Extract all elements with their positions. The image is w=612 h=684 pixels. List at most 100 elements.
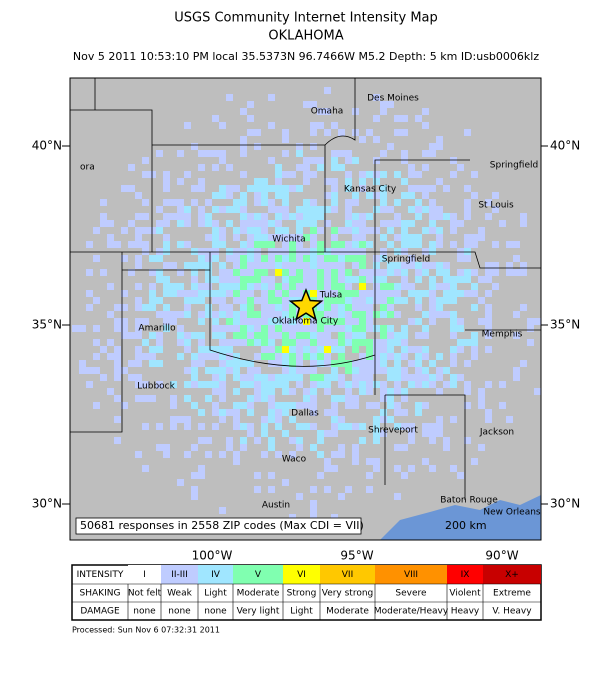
intensity-cell (163, 178, 170, 185)
intensity-cell (289, 353, 296, 360)
intensity-cell (282, 276, 289, 283)
intensity-cell (352, 395, 359, 402)
legend-cell: V. Heavy (492, 607, 532, 617)
intensity-cell (254, 381, 261, 388)
intensity-cell (359, 220, 366, 227)
intensity-cell (226, 318, 233, 325)
intensity-cell (247, 101, 254, 108)
intensity-cell (317, 353, 324, 360)
intensity-cell (226, 164, 233, 171)
intensity-cell (310, 500, 317, 507)
intensity-cell (184, 213, 191, 220)
intensity-cell (282, 318, 289, 325)
intensity-cell (219, 290, 226, 297)
intensity-cell (254, 255, 261, 262)
intensity-cell (226, 269, 233, 276)
city-label: Wichita (272, 235, 305, 245)
intensity-cell (170, 311, 177, 318)
intensity-cell (289, 332, 296, 339)
intensity-cell (324, 304, 331, 311)
intensity-cell (422, 227, 429, 234)
intensity-cell (275, 374, 282, 381)
intensity-cell (247, 213, 254, 220)
intensity-cell (268, 304, 275, 311)
city-label: St Louis (478, 201, 514, 211)
intensity-cell (366, 227, 373, 234)
intensity-cell (219, 325, 226, 332)
intensity-cell (177, 150, 184, 157)
intensity-cell (485, 311, 492, 318)
intensity-cell (457, 318, 464, 325)
intensity-cell (198, 472, 205, 479)
intensity-cell (373, 171, 380, 178)
intensity-cell (310, 269, 317, 276)
intensity-cell (436, 297, 443, 304)
intensity-cell (373, 297, 380, 304)
row-label: INTENSITY (77, 570, 124, 580)
intensity-cell (352, 255, 359, 262)
intensity-cell (352, 227, 359, 234)
intensity-cell (303, 276, 310, 283)
intensity-cell (310, 507, 317, 514)
intensity-cell (233, 367, 240, 374)
intensity-cell (317, 360, 324, 367)
intensity-cell (422, 262, 429, 269)
intensity-cell (331, 325, 338, 332)
intensity-cell (247, 290, 254, 297)
intensity-cell (436, 227, 443, 234)
lat-label: 40°N (32, 139, 62, 153)
intensity-cell (310, 402, 317, 409)
intensity-cell (450, 416, 457, 423)
intensity-cell (240, 108, 247, 115)
intensity-cell (450, 276, 457, 283)
intensity-cell (240, 290, 247, 297)
intensity-cell (380, 367, 387, 374)
intensity-cell (359, 332, 366, 339)
intensity-cell (93, 297, 100, 304)
intensity-cell (135, 234, 142, 241)
intensity-cell (142, 381, 149, 388)
intensity-cell (310, 360, 317, 367)
intensity-cell (233, 416, 240, 423)
intensity-cell (100, 199, 107, 206)
legend-cell: VI (297, 570, 306, 580)
intensity-cell (254, 234, 261, 241)
intensity-cell (219, 234, 226, 241)
intensity-cell (142, 423, 149, 430)
intensity-cell (219, 353, 226, 360)
intensity-cell (310, 143, 317, 150)
intensity-cell (212, 367, 219, 374)
intensity-cell (394, 311, 401, 318)
intensity-cell (261, 388, 268, 395)
intensity-cell (240, 325, 247, 332)
intensity-cell (254, 262, 261, 269)
intensity-cell (527, 339, 534, 346)
intensity-cell (205, 220, 212, 227)
intensity-cell (184, 290, 191, 297)
intensity-cell (282, 199, 289, 206)
intensity-cell (408, 185, 415, 192)
intensity-cell (268, 388, 275, 395)
intensity-cell (443, 185, 450, 192)
intensity-cell (289, 290, 296, 297)
intensity-cell (317, 241, 324, 248)
intensity-cell (205, 150, 212, 157)
intensity-cell (408, 220, 415, 227)
intensity-cell (387, 297, 394, 304)
intensity-cell (415, 171, 422, 178)
intensity-cell (387, 241, 394, 248)
intensity-cell (289, 241, 296, 248)
intensity-cell (184, 346, 191, 353)
intensity-cell (401, 248, 408, 255)
intensity-cell (464, 360, 471, 367)
intensity-cell (485, 318, 492, 325)
legend-cell: none (204, 607, 227, 617)
intensity-cell (345, 332, 352, 339)
intensity-cell (366, 402, 373, 409)
intensity-cell (135, 318, 142, 325)
intensity-cell (317, 164, 324, 171)
intensity-cell (268, 157, 275, 164)
intensity-cell (261, 430, 268, 437)
water (380, 495, 541, 540)
intensity-cell (170, 423, 177, 430)
